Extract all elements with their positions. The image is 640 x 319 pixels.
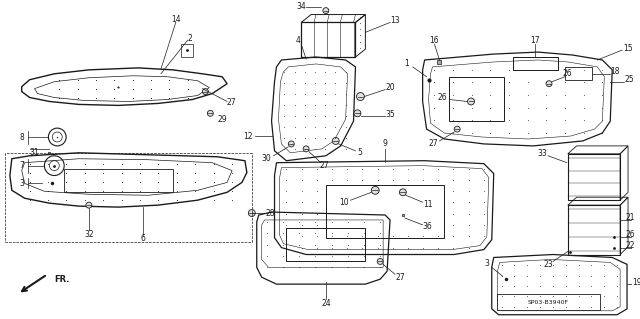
Circle shape [248, 210, 255, 217]
Text: 36: 36 [422, 222, 433, 231]
Circle shape [399, 189, 406, 196]
Text: 12: 12 [243, 131, 253, 140]
Text: 7: 7 [19, 161, 24, 170]
Text: 26: 26 [625, 230, 635, 239]
Text: 31: 31 [29, 148, 40, 157]
Text: 27: 27 [429, 139, 438, 148]
Text: SP03-B3940F: SP03-B3940F [527, 300, 568, 305]
Text: 9: 9 [383, 139, 388, 148]
Circle shape [354, 110, 361, 117]
Text: 2: 2 [188, 34, 192, 43]
Text: 11: 11 [423, 200, 433, 209]
Text: 24: 24 [321, 300, 331, 308]
Text: 20: 20 [385, 83, 395, 92]
Circle shape [332, 137, 339, 145]
Circle shape [377, 258, 383, 264]
Circle shape [202, 89, 209, 94]
Text: 3: 3 [19, 179, 24, 188]
Text: 6: 6 [141, 234, 146, 243]
Text: 3: 3 [484, 259, 489, 268]
Text: 21: 21 [625, 213, 635, 222]
Text: 27: 27 [319, 161, 329, 170]
Text: FR.: FR. [54, 275, 70, 284]
Text: 29: 29 [218, 115, 227, 124]
Circle shape [303, 146, 309, 152]
Bar [497, 294, 600, 310]
Text: 35: 35 [385, 110, 395, 119]
Text: 5: 5 [357, 148, 362, 157]
Circle shape [86, 202, 92, 208]
Text: 8: 8 [19, 132, 24, 142]
Text: 27: 27 [227, 98, 236, 107]
Circle shape [356, 93, 364, 100]
Text: 18: 18 [611, 67, 620, 76]
Text: 23: 23 [543, 260, 553, 269]
Text: 13: 13 [390, 16, 400, 25]
Text: 10: 10 [339, 198, 348, 207]
Text: 27: 27 [395, 273, 404, 282]
Text: 19: 19 [632, 278, 640, 287]
Text: 28: 28 [266, 209, 275, 218]
Circle shape [371, 186, 379, 194]
Text: 34: 34 [296, 2, 306, 11]
Text: 17: 17 [531, 36, 540, 45]
Text: 4: 4 [296, 36, 301, 45]
Text: 14: 14 [171, 15, 180, 24]
Circle shape [468, 98, 474, 105]
Text: 32: 32 [84, 230, 93, 239]
Circle shape [323, 8, 329, 14]
Text: 16: 16 [429, 36, 439, 45]
Text: 1: 1 [404, 59, 409, 69]
Text: 22: 22 [625, 241, 635, 250]
Text: 26: 26 [438, 93, 447, 102]
Circle shape [454, 126, 460, 132]
Text: 15: 15 [623, 44, 633, 53]
Text: 33: 33 [537, 149, 547, 158]
Circle shape [207, 110, 213, 116]
Text: 25: 25 [624, 75, 634, 84]
Circle shape [289, 141, 294, 147]
Circle shape [546, 81, 552, 87]
Text: 30: 30 [262, 154, 271, 163]
Text: 26: 26 [563, 69, 573, 78]
